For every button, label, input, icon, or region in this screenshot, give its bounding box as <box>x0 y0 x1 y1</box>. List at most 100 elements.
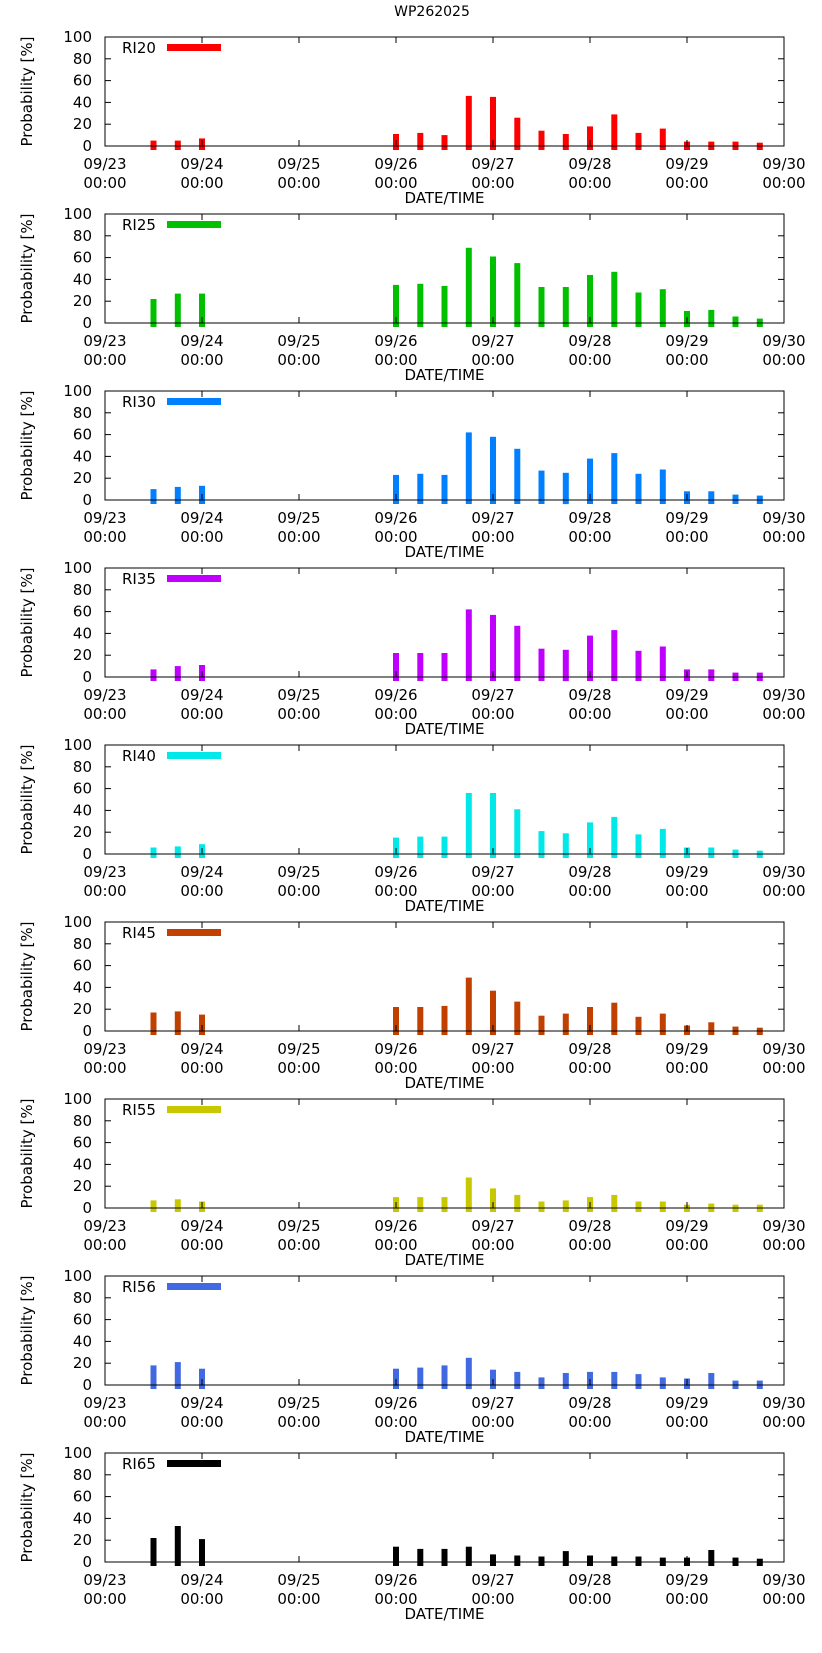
bar-ri56-7 <box>465 1357 472 1390</box>
x-tick-label-time-ri30: 00:00 <box>568 528 611 546</box>
bar-ri55-15 <box>659 1201 666 1212</box>
bar-ri30-15 <box>659 469 666 504</box>
bar-ri40-1 <box>150 847 157 858</box>
bar-ri45-7 <box>465 977 472 1035</box>
x-tick-label-date-ri45: 09/25 <box>277 1040 320 1058</box>
x-tick-label-date-ri56: 09/29 <box>665 1394 708 1412</box>
y-tick-label-ri56: 40 <box>73 1332 92 1350</box>
bar-ri65-6 <box>441 1548 448 1566</box>
bar-ri25-12 <box>587 275 593 327</box>
y-tick-label-ri45: 20 <box>73 1000 92 1018</box>
bar-ri25-5 <box>417 283 424 327</box>
bar-ri30-11 <box>562 472 569 505</box>
bar-ri30-12 <box>587 458 593 504</box>
x-tick-label-time-ri20: 00:00 <box>665 174 708 192</box>
bar-ri30-8 <box>490 436 496 504</box>
legend-swatch-ri45 <box>167 929 221 936</box>
x-tick-label-time-ri20: 00:00 <box>180 174 223 192</box>
y-tick-label-ri25: 100 <box>63 205 92 223</box>
bar-ri20-6 <box>441 135 448 150</box>
legend-swatch-ri55 <box>167 1106 221 1113</box>
y-tick-label-ri35: 80 <box>73 581 92 599</box>
bar-ri25-8 <box>490 256 496 327</box>
x-tick-label-date-ri35: 09/27 <box>471 686 514 704</box>
x-tick-label-time-ri65: 00:00 <box>374 1590 417 1608</box>
bar-ri35-13 <box>611 630 618 681</box>
x-tick-label-date-ri55: 09/26 <box>374 1217 417 1235</box>
x-tick-label-date-ri55: 09/30 <box>762 1217 805 1235</box>
bar-ri65-13 <box>611 1556 618 1566</box>
bar-ri45-4 <box>393 1007 399 1035</box>
bar-ri25-9 <box>514 263 521 327</box>
y-tick-label-ri55: 20 <box>73 1177 92 1195</box>
x-tick-label-date-ri25: 09/30 <box>762 332 805 350</box>
bar-ri35-2 <box>174 666 181 681</box>
x-tick-label-time-ri20: 00:00 <box>471 174 514 192</box>
bar-ri25-7 <box>465 247 472 327</box>
bar-ri25-10 <box>538 287 545 327</box>
bar-ri65-5 <box>417 1548 424 1566</box>
x-tick-label-time-ri25: 00:00 <box>762 351 805 369</box>
y-tick-label-ri20: 40 <box>73 93 92 111</box>
panel-ri40: 02040608010009/2300:0009/2400:0009/2500:… <box>18 736 806 915</box>
bar-ri45-17 <box>708 1022 715 1035</box>
y-tick-label-ri30: 100 <box>63 382 92 400</box>
x-tick-label-time-ri30: 00:00 <box>374 528 417 546</box>
x-tick-label-date-ri25: 09/25 <box>277 332 320 350</box>
bar-ri25-15 <box>659 289 666 327</box>
legend-label-ri20: RI20 <box>122 39 156 57</box>
x-axis-label-ri65: DATE/TIME <box>404 1605 484 1623</box>
bar-ri30-14 <box>635 473 642 504</box>
x-tick-label-date-ri45: 09/26 <box>374 1040 417 1058</box>
bar-ri55-11 <box>562 1200 569 1212</box>
y-tick-label-ri65: 0 <box>82 1553 92 1571</box>
legend-label-ri25: RI25 <box>122 216 156 234</box>
y-axis-label-ri20: Probability [%] <box>18 36 36 146</box>
x-tick-label-time-ri40: 00:00 <box>83 882 126 900</box>
bar-ri20-7 <box>465 95 472 150</box>
legend-swatch-ri20 <box>167 44 221 51</box>
x-tick-label-time-ri40: 00:00 <box>568 882 611 900</box>
plot-frame-ri35 <box>104 567 785 678</box>
x-tick-label-date-ri25: 09/24 <box>180 332 223 350</box>
bar-ri56-14 <box>635 1374 642 1389</box>
bar-ri20-9 <box>514 117 521 150</box>
x-tick-label-time-ri45: 00:00 <box>83 1059 126 1077</box>
x-tick-label-time-ri65: 00:00 <box>568 1590 611 1608</box>
x-tick-label-time-ri55: 00:00 <box>471 1236 514 1254</box>
x-tick-label-date-ri56: 09/26 <box>374 1394 417 1412</box>
y-axis-label-ri65: Probability [%] <box>18 1452 36 1562</box>
x-tick-label-time-ri55: 00:00 <box>374 1236 417 1254</box>
panel-ri20: 02040608010009/2300:0009/2400:0009/2500:… <box>18 28 806 207</box>
bar-ri45-12 <box>587 1007 593 1035</box>
legend-label-ri30: RI30 <box>122 393 156 411</box>
x-tick-label-date-ri20: 09/28 <box>568 155 611 173</box>
y-tick-label-ri35: 0 <box>82 668 92 686</box>
x-tick-label-time-ri55: 00:00 <box>665 1236 708 1254</box>
y-tick-label-ri56: 100 <box>63 1267 92 1285</box>
bar-ri20-5 <box>417 132 424 150</box>
x-tick-label-date-ri56: 09/23 <box>83 1394 126 1412</box>
bar-ri56-10 <box>538 1377 545 1389</box>
bar-ri56-6 <box>441 1365 448 1389</box>
x-tick-label-date-ri45: 09/27 <box>471 1040 514 1058</box>
legend-swatch-ri65 <box>167 1460 221 1467</box>
x-tick-label-date-ri25: 09/29 <box>665 332 708 350</box>
y-tick-label-ri45: 60 <box>73 957 92 975</box>
y-axis-label-ri55: Probability [%] <box>18 1098 36 1208</box>
bar-ri45-11 <box>562 1013 569 1035</box>
x-axis-label-ri35: DATE/TIME <box>404 720 484 738</box>
bar-ri45-6 <box>441 1005 448 1035</box>
plot-frame-ri40 <box>104 744 785 855</box>
bar-ri35-10 <box>538 648 545 681</box>
x-tick-label-date-ri55: 09/23 <box>83 1217 126 1235</box>
x-tick-label-date-ri30: 09/28 <box>568 509 611 527</box>
y-tick-label-ri45: 80 <box>73 935 92 953</box>
bar-ri35-9 <box>514 625 521 681</box>
bar-ri45-13 <box>611 1002 618 1035</box>
bar-ri65-3 <box>199 1539 205 1566</box>
bar-ri20-10 <box>538 130 545 150</box>
y-tick-label-ri65: 100 <box>63 1444 92 1462</box>
legend-swatch-ri35 <box>167 575 221 582</box>
y-tick-label-ri35: 40 <box>73 624 92 642</box>
